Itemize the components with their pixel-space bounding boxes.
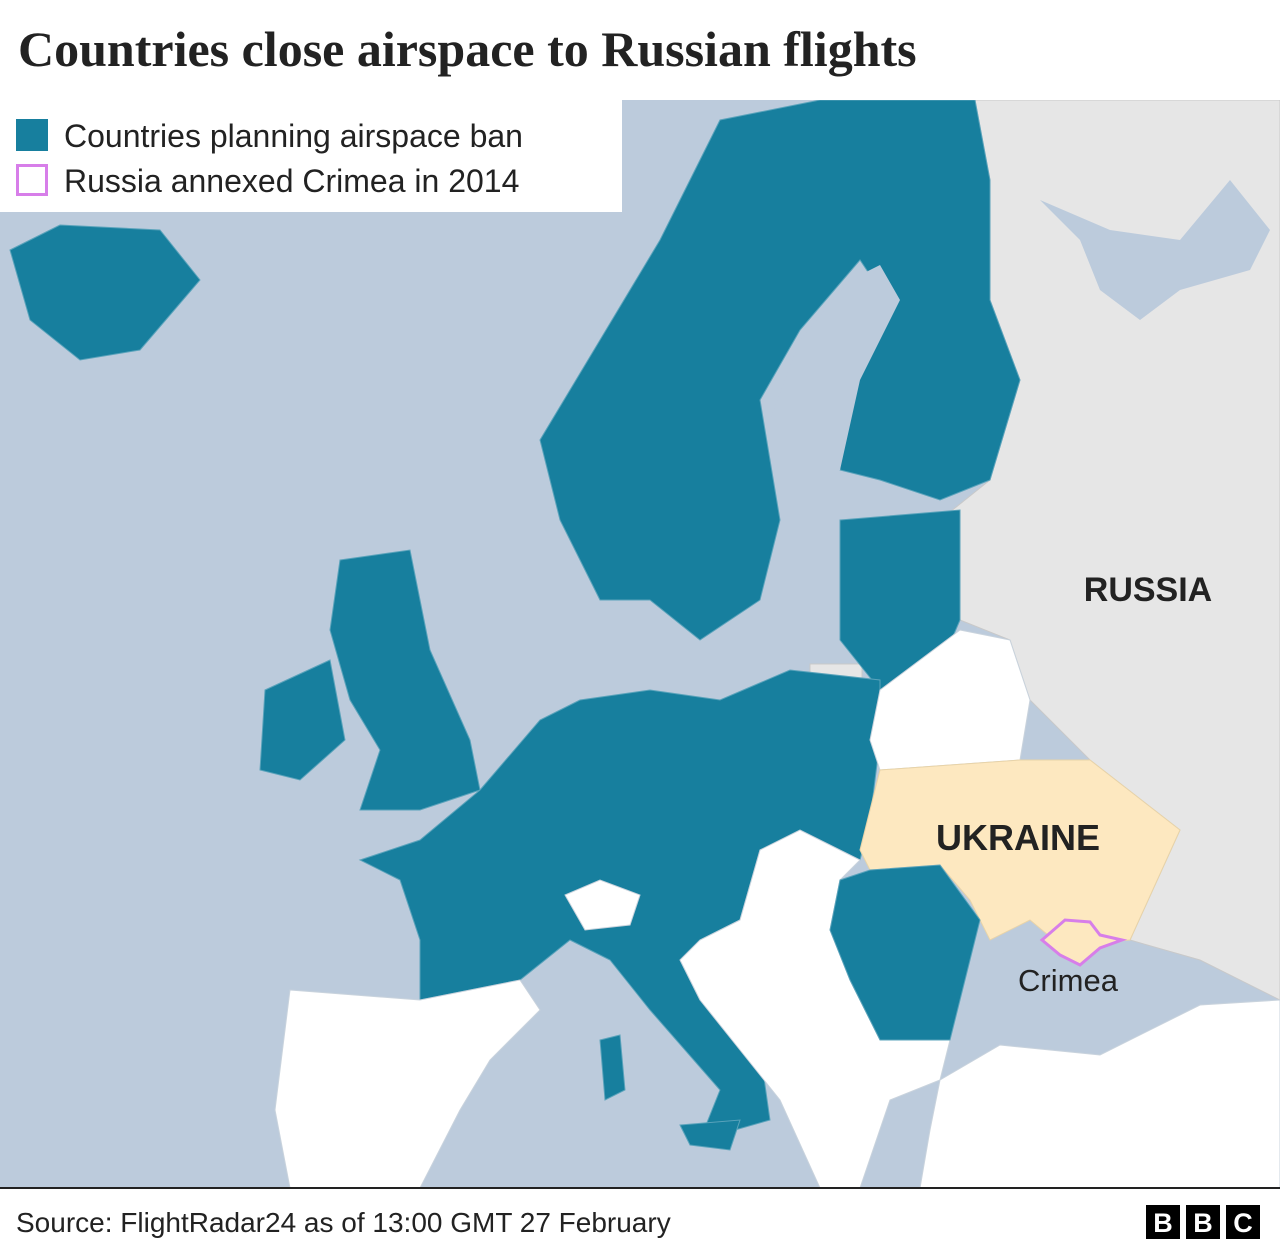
legend-box	[0, 100, 622, 212]
gulf-of-bothnia	[770, 265, 900, 480]
logo-block	[1186, 1205, 1220, 1239]
iceland	[9, 224, 201, 361]
white-sea	[1040, 180, 1270, 320]
ireland	[259, 659, 346, 781]
legend-swatch	[16, 164, 48, 196]
iberia	[274, 979, 541, 1189]
bbc-logo: B B C	[1146, 1205, 1260, 1239]
logo-letter: B	[1193, 1208, 1213, 1238]
great-britain	[329, 549, 481, 811]
crimea-label: Crimea	[1018, 963, 1119, 998]
logo-block	[1146, 1205, 1180, 1239]
legend-label: Countries planning airspace ban	[64, 118, 523, 154]
crimea-outline	[1039, 918, 1128, 967]
legend-label: Russia annexed Crimea in 2014	[64, 163, 519, 199]
scandinavia	[539, 99, 1021, 641]
switzerland	[564, 879, 641, 931]
romania-bulgaria	[829, 864, 981, 1041]
source: Source: FlightRadar24 as of 13:00 GMT 27…	[16, 1207, 671, 1238]
ukraine-label: UKRAINE	[936, 817, 1100, 858]
belarus	[869, 629, 1031, 771]
sicily	[679, 1119, 741, 1151]
logo-letter: B	[1153, 1208, 1173, 1238]
russia-label: RUSSIA	[1084, 571, 1212, 609]
legend-swatch	[16, 119, 48, 151]
logo-block	[1226, 1205, 1260, 1239]
logo-letter: C	[1233, 1208, 1253, 1238]
black-sea	[945, 945, 1195, 1055]
sardinia	[599, 1034, 626, 1101]
turkey	[919, 999, 1280, 1189]
header-bg	[0, 0, 1280, 100]
title: Countries close airspace to Russian flig…	[18, 21, 917, 77]
